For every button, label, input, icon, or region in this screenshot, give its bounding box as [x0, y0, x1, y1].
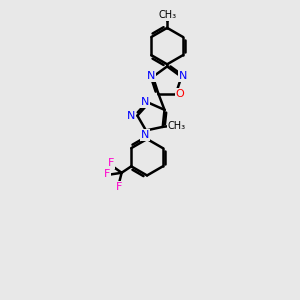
Text: F: F: [103, 169, 110, 179]
Text: N: N: [127, 111, 136, 121]
Text: CH₃: CH₃: [168, 121, 186, 131]
Text: CH₃: CH₃: [158, 10, 176, 20]
Text: F: F: [108, 158, 114, 168]
Text: N: N: [141, 130, 149, 140]
Text: F: F: [116, 182, 122, 192]
Text: N: N: [146, 71, 155, 81]
Text: O: O: [176, 88, 184, 99]
Text: N: N: [179, 71, 188, 81]
Text: N: N: [140, 97, 149, 107]
